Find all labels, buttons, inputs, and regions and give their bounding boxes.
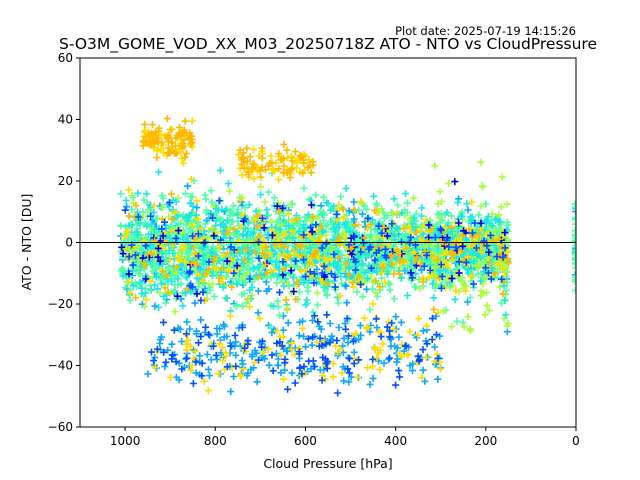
y-tick-label: 20	[58, 174, 73, 188]
y-tick-label: 0	[65, 236, 73, 250]
y-axis-ticks: −60 −40 −20 0 20 40 60	[48, 51, 80, 434]
x-tick-label: 800	[204, 434, 227, 448]
scatter-series-0050ff	[121, 197, 509, 397]
y-axis-label: ATO - NTO [DU]	[19, 194, 34, 291]
y-tick-label: 40	[58, 113, 73, 127]
x-tick-label: 600	[294, 434, 317, 448]
x-axis-ticks: 1000 800 600 400 200 0	[110, 427, 580, 448]
plot-date: Plot date: 2025-07-19 14:15:26	[395, 24, 576, 38]
scatter-series-ffb800	[124, 115, 512, 313]
scatter-points	[117, 115, 576, 397]
x-tick-label: 1000	[110, 434, 141, 448]
x-tick-label: 0	[572, 434, 580, 448]
scatter-series-50ffa8	[117, 169, 576, 330]
y-tick-label: −40	[48, 359, 73, 373]
x-axis-label: Cloud Pressure [hPa]	[263, 456, 392, 471]
y-tick-label: −60	[48, 420, 73, 434]
y-tick-label: 60	[58, 51, 73, 65]
x-tick-label: 200	[474, 434, 497, 448]
y-tick-label: −20	[48, 297, 73, 311]
chart-title: S-O3M_GOME_VOD_XX_M03_20250718Z ATO - NT…	[59, 35, 597, 54]
x-tick-label: 400	[384, 434, 407, 448]
